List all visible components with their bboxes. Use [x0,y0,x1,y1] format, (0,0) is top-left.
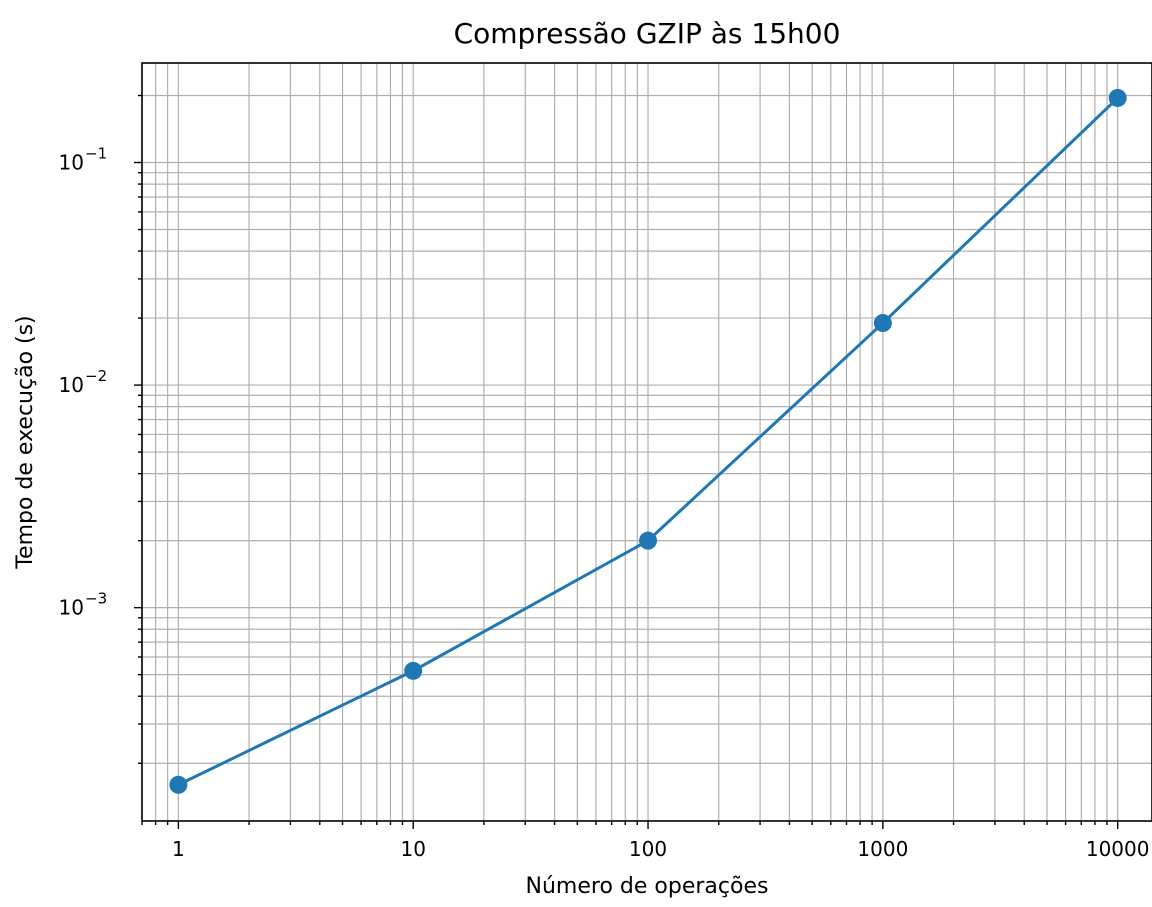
plot-frame [141,62,1152,822]
data-point [404,661,423,680]
data-point [1108,88,1127,107]
x-tick-label: 10000 [1086,837,1150,861]
y-tick-label-exponent: −1 [85,145,107,163]
y-axis-label: Tempo de execução (s) [13,315,38,569]
grid [141,63,1152,821]
chart-title: Compressão GZIP às 15h00 [454,17,841,50]
y-tick-label: 10 [59,151,84,175]
y-tick-label-exponent: −3 [85,590,107,608]
y-tick-label-exponent: −2 [85,367,107,385]
x-tick-label: 100 [629,837,667,861]
x-tick-label: 10 [400,837,425,861]
data-point [639,531,658,550]
x-tick-label: 1000 [857,837,908,861]
x-axis-label: Número de operações [526,874,769,899]
x-tick-label: 1 [172,837,185,861]
data-point [873,314,892,333]
y-tick-label: 10 [59,596,84,620]
y-tick-label: 10 [59,373,84,397]
series [169,88,1127,794]
data-point [169,775,188,794]
